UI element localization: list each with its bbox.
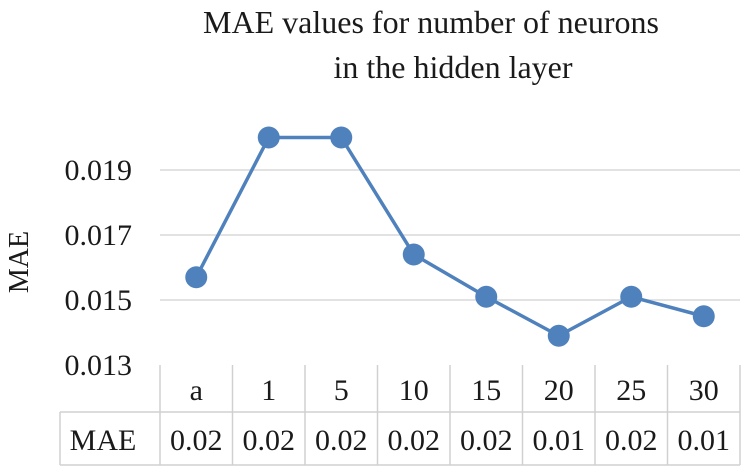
table-cell: 0.02 [605,424,658,457]
grid-lines [160,169,740,301]
y-axis-label: MAE [4,231,35,293]
table-cell: 0.02 [388,424,441,457]
x-category-label: 25 [616,374,646,407]
chart-title-line-2: in the hidden layer [333,49,572,85]
table-cell: 0.02 [243,424,296,457]
x-category-label: 1 [261,374,276,407]
data-point [475,285,498,308]
table-cell: 0.02 [460,424,513,457]
table-cell: 0.01 [533,424,586,457]
table-cell: 0.02 [170,424,223,457]
y-tick-label: 0.015 [65,284,133,317]
x-category-label: 10 [399,374,429,407]
x-category-label: 5 [334,374,349,407]
x-category-label: a [190,374,203,407]
data-point [547,324,570,347]
series-line [194,135,705,338]
y-tick-label: 0.017 [65,219,133,252]
y-tick-label: 0.013 [65,349,133,382]
data-point [620,285,643,308]
chart-title: MAE values for number of neurons in the … [203,4,659,85]
x-category-label: 20 [544,374,574,407]
x-category-label: 30 [689,374,719,407]
data-point [257,126,280,149]
table-cell: 0.01 [678,424,731,457]
y-tick-label: 0.019 [65,154,133,187]
chart-title-line-1: MAE values for number of neurons [203,4,659,40]
data-point [692,305,715,328]
y-tick-labels: 0.013 0.015 0.017 0.019 [65,154,133,382]
series-group [185,126,715,347]
table-row-label: MAE [70,424,137,457]
x-category-label: 15 [471,374,501,407]
data-point [185,266,208,289]
table-cell: 0.02 [315,424,368,457]
data-point [402,243,425,266]
data-point [330,126,353,149]
